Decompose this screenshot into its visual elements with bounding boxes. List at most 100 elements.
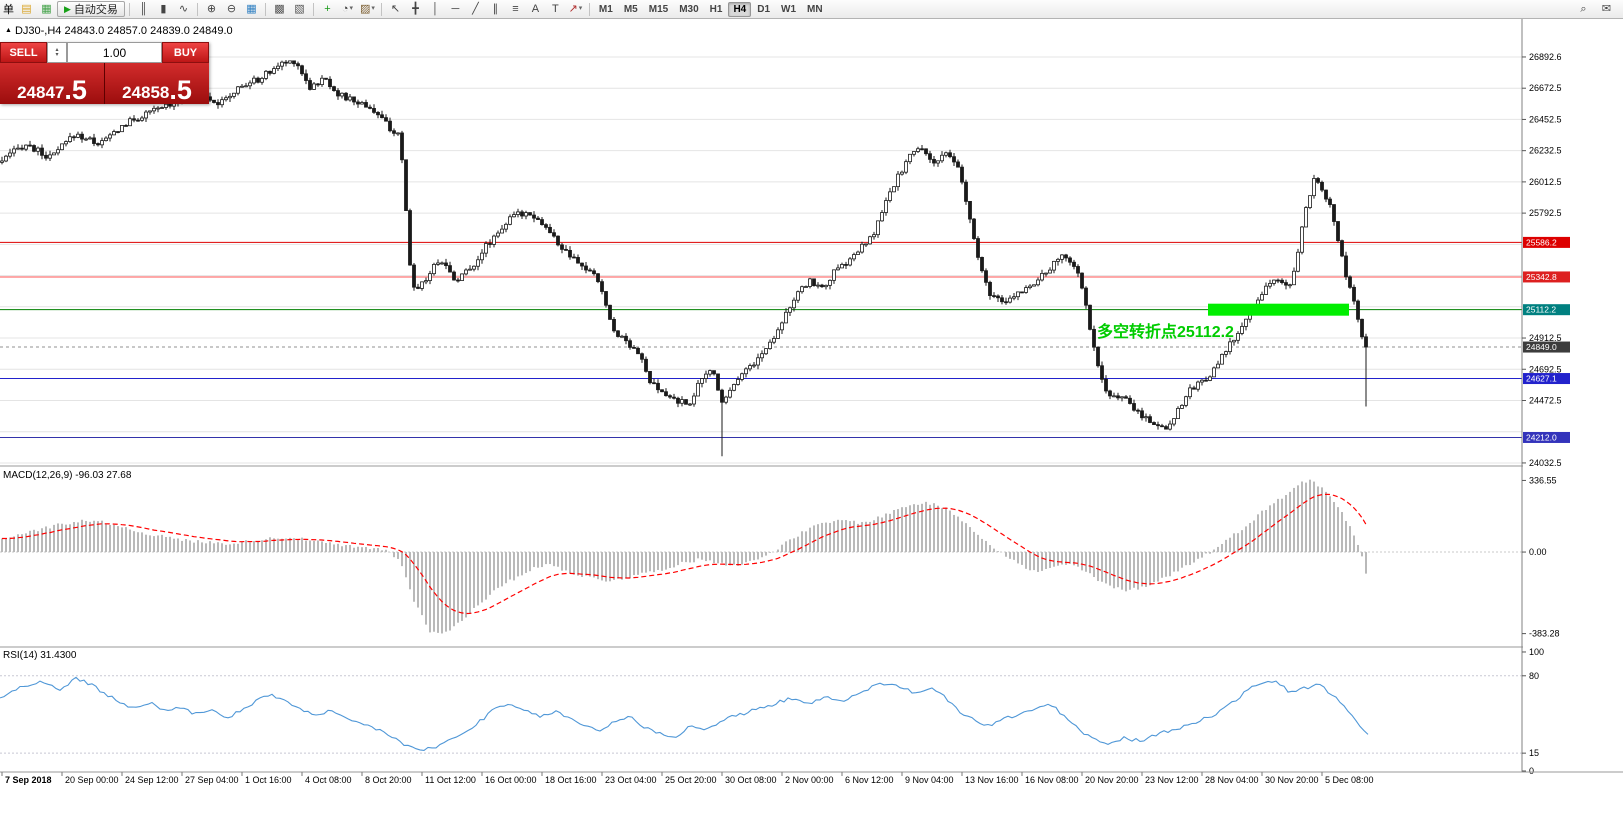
symbol-ohlc-text: DJ30-,H4 24843.0 24857.0 24839.0 24849.0 [14,25,233,37]
toolbar-left-icons: ▤ ▦ [17,2,56,17]
timeframe-h1[interactable]: H1 [709,3,723,15]
trendline-icon[interactable]: ╱ [472,3,479,15]
price-tick-label: 24472.5 [1529,395,1562,405]
timeframe-d1[interactable]: D1 [757,3,771,15]
price-badge [1523,341,1570,353]
price-badge [1523,373,1570,385]
price-tick-label: 15 [1529,748,1539,758]
stepper-up-icon[interactable]: ▴ [55,46,59,53]
time-axis-label: 2 Nov 00:00 [785,775,834,785]
market-watch-icon[interactable]: ▦ [41,3,52,15]
time-axis-label: 27 Sep 04:00 [185,775,239,785]
price-tick-label: -383.28 [1529,629,1560,639]
zoom-out-icon[interactable]: ⊖ [226,3,237,15]
chevron-down-icon: ▾ [578,5,583,12]
timeframe-h4[interactable]: H4 [728,1,752,17]
stepper-down-icon[interactable]: ▾ [55,51,59,58]
price-badge-label: 25586.2 [1526,237,1557,247]
order-panel-icon[interactable]: ▤ [21,3,32,15]
time-axis-label: 7 Sep 2018 [5,775,52,785]
rsi-line [0,676,1369,751]
chart-background [0,19,1623,790]
indicators-icon[interactable]: + [324,3,331,15]
volume-input[interactable] [67,42,162,63]
timeframe-m15[interactable]: M15 [648,3,669,15]
timeframe-m30[interactable]: M30 [679,3,699,15]
price-axis[interactable] [1523,19,1623,772]
timeframe-m1[interactable]: M1 [598,3,613,15]
time-axis-label: 4 Oct 08:00 [305,775,352,785]
macd-signal-line [2,493,1367,615]
templates-icon[interactable]: ▨ ▾ [359,3,375,15]
time-axis-label: 25 Oct 20:00 [665,775,717,785]
price-tick-label: 26892.6 [1529,52,1562,62]
candlestick-chart-icon[interactable]: ▮ [160,3,167,15]
sell-price-display[interactable]: 24847 .5 [0,63,104,104]
timeframe-m5[interactable]: M5 [623,3,638,15]
periods-icon[interactable]: ◔ ▾ [341,3,353,15]
price-tick-label: 80 [1529,671,1539,681]
trade-prices-row: 24847 .5 24858 .5 [0,63,209,104]
turning-point-annotation[interactable]: 多空转折点25112.2 [1097,324,1234,341]
time-axis-label: 30 Oct 08:00 [725,775,777,785]
price-tick-label: 24692.5 [1529,364,1562,374]
arrows-icon[interactable]: ↗ ▾ [568,3,583,15]
line-chart-icon[interactable]: ∿ [178,3,189,15]
price-badge-label: 24212.0 [1526,432,1557,442]
toolbar-icon-groups: ║ ▮ ∿ ⊕ ⊖ ▦ ▩ ▧ + ◔ ▾ ▨ ▾ ↖ ╋ │ ─ ╱ ∥ ≡ A T ↗ ▾ [126,2,585,17]
top-toolbar: 单 ▤ ▦ ▶ 自动交易 ║ ▮ ∿ ⊕ ⊖ ▦ ▩ ▧ + ◔ ▾ ▨ ▾ ↖ ╋ │ ─ ╱ ∥ ≡ A T ↗ ▾ M1 M… [0,0,1623,19]
search-icon[interactable]: ⌕ [1580,3,1587,15]
auto-trading-button[interactable]: ▶ 自动交易 [57,1,125,17]
price-badge [1523,304,1570,316]
time-axis-label: 16 Nov 08:00 [1025,775,1079,785]
cascade-windows-icon[interactable]: ▩ [274,3,285,15]
time-axis-label: 30 Nov 20:00 [1265,775,1319,785]
toolbar-separator [588,2,590,16]
timeframe-w1[interactable]: W1 [781,3,797,15]
buy-price-main: 24858 [122,83,170,102]
volume-stepper[interactable]: ▴ ▾ [47,42,67,63]
turning-point-highlight-bar[interactable] [1208,303,1349,316]
vertical-line-icon[interactable]: │ [431,3,439,15]
time-axis-label: 18 Oct 16:00 [545,775,597,785]
new-order-menu-char[interactable]: 单 [3,4,14,16]
sell-button[interactable]: SELL [0,42,47,63]
chevron-down-icon: ▾ [371,5,375,12]
tile-windows-icon[interactable]: ▦ [246,3,257,15]
text-icon[interactable]: A [531,3,540,15]
fibonacci-icon[interactable]: ≡ [512,3,519,15]
time-axis-label: 13 Nov 16:00 [965,775,1019,785]
time-axis-label: 6 Nov 12:00 [845,775,894,785]
price-tick-label: 26232.5 [1529,146,1562,156]
sell-price-main: 24847 [17,83,65,102]
auto-trading-label: 自动交易 [73,4,118,16]
cursor-icon[interactable]: ↖ [390,3,401,15]
time-axis-label: 11 Oct 12:00 [425,775,476,785]
horizontal-line-icon[interactable]: ─ [451,3,460,15]
channel-icon[interactable]: ∥ [492,3,499,15]
time-axis-label: 9 Nov 04:00 [905,775,954,785]
price-badge [1523,271,1570,283]
buy-price-big: .5 [169,75,192,105]
price-badge-label: 25112.2 [1526,305,1556,315]
symbol-ohlc-header: ▲ DJ30-,H4 24843.0 24857.0 24839.0 24849.… [5,25,233,37]
toolbar-separator [196,2,198,16]
chat-icon[interactable]: ✉ [1601,3,1612,15]
trade-controls-row: SELL ▴ ▾ BUY [0,42,209,63]
time-axis-label: 24 Sep 12:00 [125,775,179,785]
buy-price-display[interactable]: 24858 .5 [105,63,209,104]
bar-chart-icon[interactable]: ║ [139,3,148,15]
price-badge-label: 24849.0 [1526,342,1557,352]
buy-button[interactable]: BUY [162,42,209,63]
zoom-in-icon[interactable]: ⊕ [206,3,217,15]
timeframe-mn[interactable]: MN [807,3,823,15]
sell-price-big: .5 [64,75,87,105]
label-icon[interactable]: T [552,3,559,15]
price-tick-label: 24032.5 [1529,458,1562,468]
price-badge-label: 25342.8 [1526,272,1557,282]
new-chart-icon[interactable]: ▧ [294,3,305,15]
toolbar-right-icons: ⌕ ✉ [1574,2,1620,17]
collapse-triangle-icon[interactable]: ▲ [5,27,12,34]
crosshair-icon[interactable]: ╋ [412,3,419,15]
